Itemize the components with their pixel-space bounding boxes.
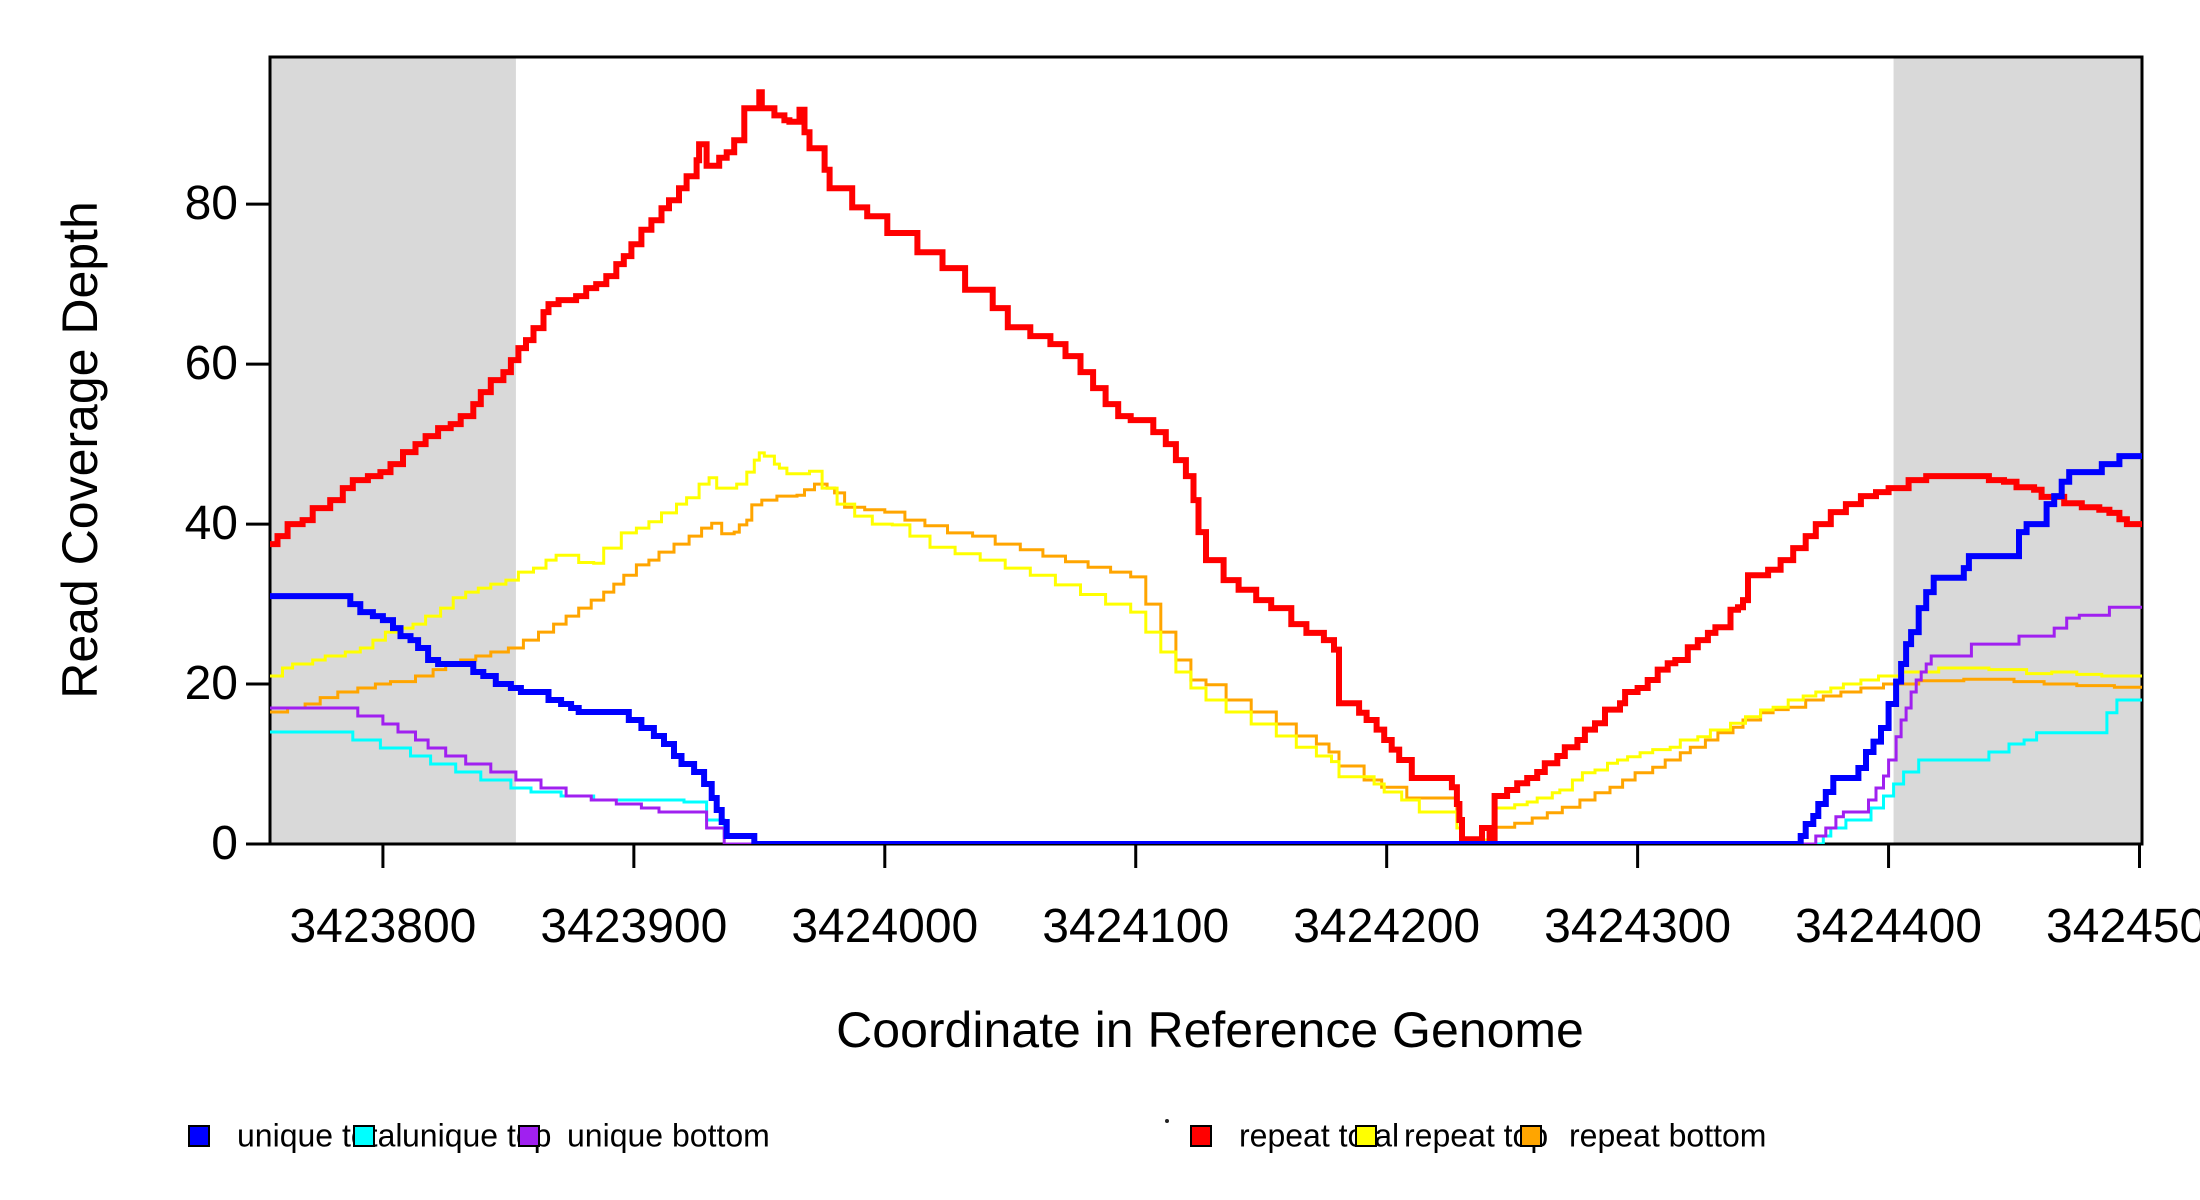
stray-dot-artifact bbox=[1165, 1119, 1169, 1123]
y-tick-label: 80 bbox=[184, 177, 238, 231]
legend-item-unique-bottom: unique bottom bbox=[518, 1118, 770, 1154]
x-tick-label: 3424100 bbox=[1042, 900, 1230, 953]
series-layer bbox=[270, 89, 2142, 844]
x-tick-label: 3424200 bbox=[1293, 900, 1481, 953]
series-unique-bottom bbox=[270, 605, 2142, 844]
legend-swatch-unique-total bbox=[188, 1125, 210, 1147]
repeat-region-right bbox=[1893, 57, 2142, 844]
plot-border bbox=[268, 55, 2144, 846]
series-repeat-bottom bbox=[270, 482, 2142, 843]
legend-label: repeat bottom bbox=[1569, 1117, 1767, 1154]
legend-item-unique-total: unique total bbox=[188, 1118, 402, 1154]
x-tick-label: 3423800 bbox=[289, 900, 477, 953]
legend-item-unique-top: unique top bbox=[353, 1118, 551, 1154]
shaded-repeat-regions bbox=[270, 57, 2142, 844]
series-repeat-total bbox=[270, 89, 2142, 843]
legend-swatch-unique-top bbox=[353, 1125, 375, 1147]
x-tick-label: 3424400 bbox=[1795, 900, 1982, 953]
x-tick-label: 3424000 bbox=[791, 900, 979, 953]
x-axis-title: Coordinate in Reference Genome bbox=[836, 1002, 1584, 1058]
legend-label: unique bottom bbox=[567, 1117, 770, 1154]
legend-swatch-repeat-top bbox=[1355, 1125, 1377, 1147]
legend-item-repeat-top: repeat top bbox=[1355, 1118, 1548, 1154]
legend-item-repeat-bottom: repeat bottom bbox=[1520, 1118, 1766, 1154]
y-tick-label: 60 bbox=[184, 337, 238, 391]
series-unique-top bbox=[270, 698, 2142, 844]
x-tick-label: 3423900 bbox=[540, 900, 728, 953]
x-tick-label: 3424300 bbox=[1544, 900, 1732, 953]
axes-layer bbox=[246, 55, 2144, 868]
y-tick-label: 20 bbox=[184, 657, 238, 711]
legend-swatch-unique-bottom bbox=[518, 1125, 540, 1147]
legend-swatch-repeat-bottom bbox=[1520, 1125, 1542, 1147]
y-tick-label: 0 bbox=[211, 817, 238, 870]
repeat-region-left bbox=[270, 57, 516, 844]
legend-label: unique total bbox=[237, 1117, 403, 1154]
legend-item-repeat-total: repeat total bbox=[1190, 1118, 1399, 1154]
series-repeat-top bbox=[270, 451, 2142, 842]
legend-swatch-repeat-total bbox=[1190, 1125, 1212, 1147]
y-axis-title: Read Coverage Depth bbox=[52, 201, 108, 699]
series-unique-total bbox=[270, 453, 2142, 844]
y-tick-label: 40 bbox=[184, 497, 238, 551]
